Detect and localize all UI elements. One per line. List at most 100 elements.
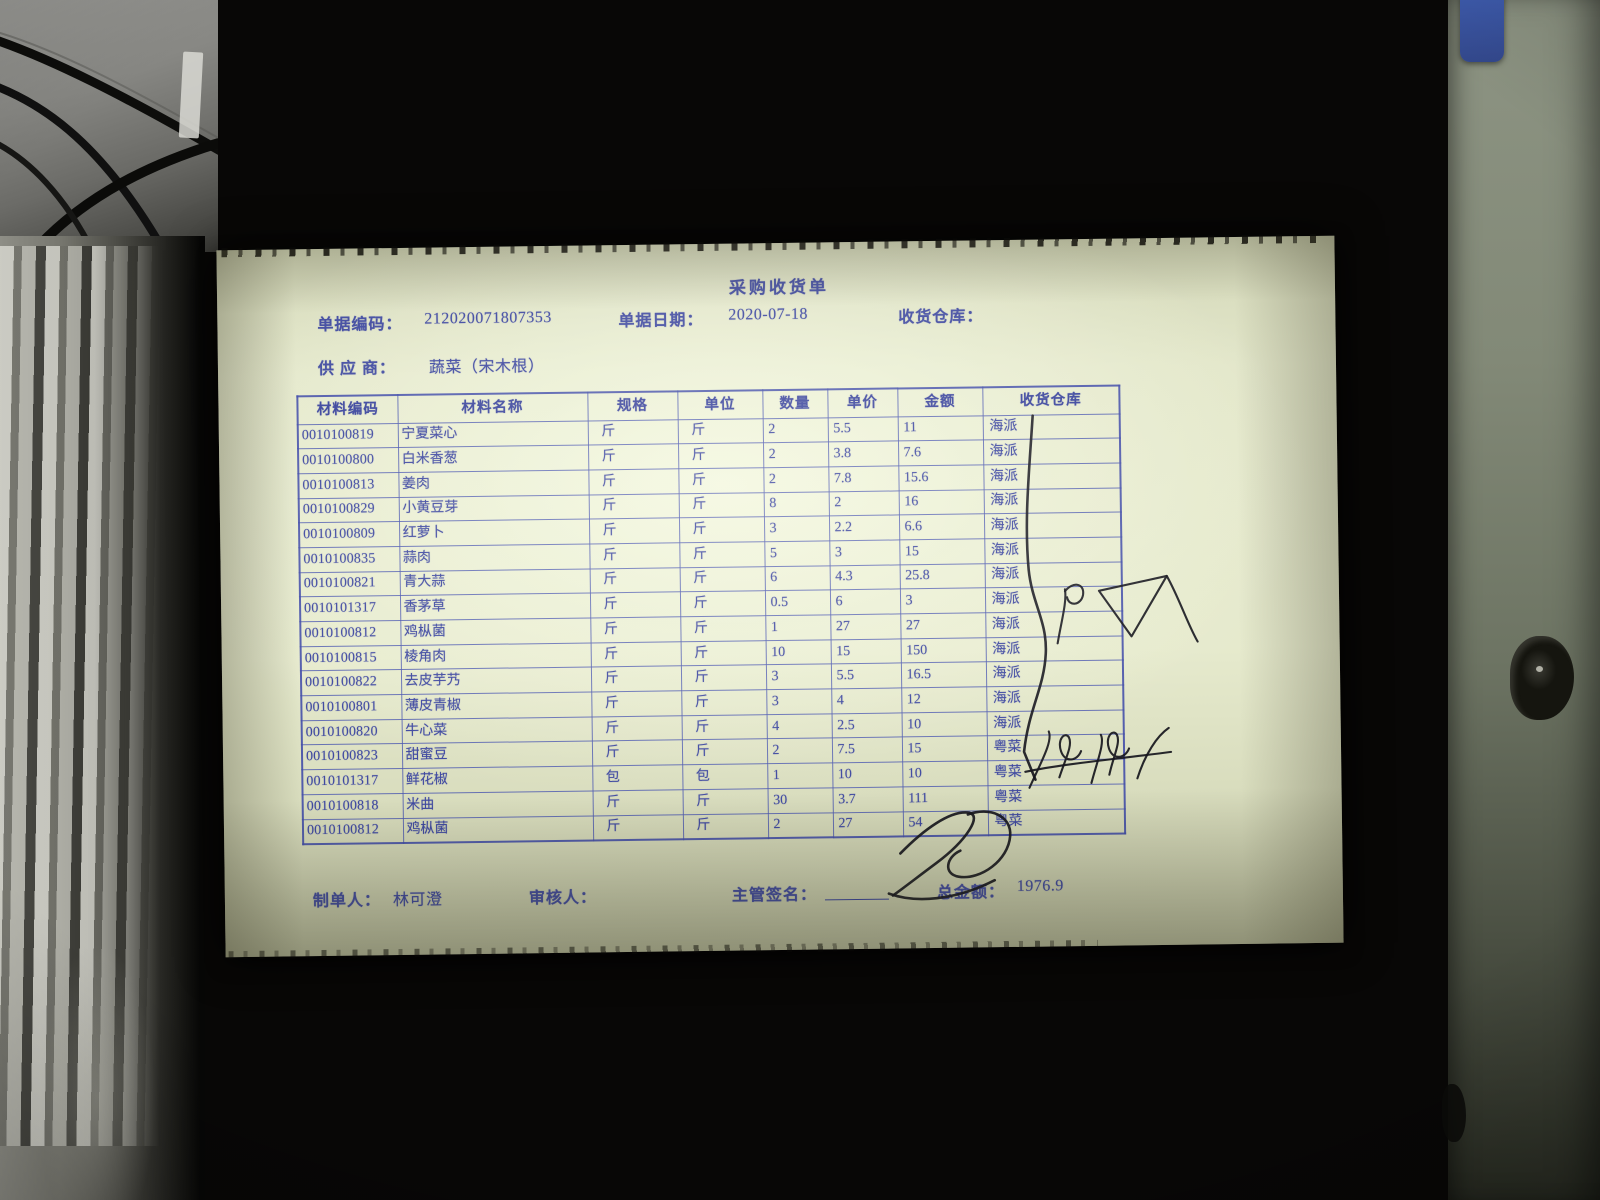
table-cell: 16 (898, 489, 984, 516)
table-cell: 斤 (681, 739, 768, 765)
table-cell: 12 (901, 686, 987, 713)
table-cell: 斤 (589, 542, 680, 569)
blue-object (1460, 0, 1504, 62)
table-cell: 斤 (592, 789, 683, 816)
handwritten-arrow-tail (1165, 574, 1199, 643)
table-cell: 10 (901, 711, 987, 738)
table-cell: 6 (764, 565, 830, 592)
table-cell: 27 (900, 612, 986, 639)
table-cell: 5.5 (830, 663, 902, 689)
table-cell: 宁夏菜心 (397, 420, 589, 448)
table-cell: 0.5 (764, 590, 831, 616)
table-cell: 0010100819 (297, 422, 399, 449)
table-cell: 鲜花椒 (402, 766, 593, 794)
table-cell: 3 (899, 588, 986, 614)
table-cell: 海派 (986, 709, 1124, 737)
column-header: 数量 (762, 389, 828, 419)
table-cell: 斤 (681, 714, 767, 741)
table-cell: 海派 (986, 685, 1124, 712)
table-cell: 0010100812 (300, 620, 401, 647)
table-cell: 牛心菜 (401, 716, 592, 744)
table-cell: 斤 (588, 444, 679, 470)
table-cell: 海派 (983, 462, 1121, 490)
table-cell: 2 (762, 417, 828, 443)
table-cell: 7.8 (828, 465, 899, 492)
table-cell: 10 (765, 639, 831, 666)
table-cell: 斤 (682, 788, 768, 815)
table-cell: 海派 (983, 487, 1121, 515)
table-cell: 白米香葱 (398, 445, 589, 473)
table-cell: 3 (763, 516, 830, 542)
warehouse-label: 收货仓库： (898, 308, 984, 327)
table-cell: 2 (766, 738, 833, 764)
column-header: 规格 (587, 391, 678, 421)
table-cell: 斤 (590, 641, 681, 668)
table-cell: 150 (900, 637, 986, 664)
table-cell: 薄皮青椒 (401, 692, 592, 720)
table-cell: 粤菜 (987, 759, 1125, 786)
table-cell: 0010100815 (300, 645, 401, 672)
table-cell: 27 (832, 811, 904, 838)
table-cell: 27 (830, 613, 901, 640)
table-cell: 斤 (677, 418, 763, 445)
table-cell: 8 (763, 491, 829, 517)
table-cell: 5 (764, 540, 830, 567)
table-cell: 0010100820 (301, 719, 402, 746)
table-cell: 10 (902, 760, 988, 787)
table-cell: 甜蜜豆 (401, 741, 593, 769)
table-cell: 1 (765, 614, 831, 641)
doc-title: 采购收货单 (728, 277, 830, 298)
table-cell: 3 (829, 539, 900, 566)
table-cell: 2 (828, 490, 899, 517)
table-cell: 30 (767, 787, 833, 814)
table-cell: 斤 (680, 665, 767, 691)
table-cell: 4.3 (829, 564, 900, 591)
table-cell: 0010100829 (298, 497, 399, 524)
table-cell: 斤 (679, 541, 765, 568)
doc-no-value: 212020071807353 (424, 308, 552, 328)
table-cell: 0010100823 (301, 743, 403, 770)
table-cell: 54 (902, 810, 989, 837)
table-cell: 粤菜 (987, 808, 1126, 835)
table-cell: 15 (899, 538, 985, 565)
table-cell: 2 (763, 466, 829, 493)
table-cell: 2.2 (828, 515, 900, 541)
column-header: 单价 (827, 388, 898, 418)
table-cell: 鸡枞菌 (400, 617, 591, 646)
table-cell: 0010100835 (299, 546, 400, 573)
table-cell: 2 (767, 812, 834, 838)
table-cell: 4 (766, 713, 832, 740)
table-cell: 0010100809 (298, 521, 400, 548)
table-cell: 米曲 (402, 790, 593, 818)
table-cell: 3.8 (827, 441, 899, 467)
table-cell: 斤 (679, 591, 766, 617)
table-cell: 斤 (590, 666, 682, 693)
blob-highlight (1536, 666, 1543, 672)
table-body: 0010100819 宁夏菜心斤斤 2 5.5 11 海派 0010100800 白米香葱斤斤… (297, 413, 1126, 844)
table-cell: 15 (830, 638, 901, 665)
table-cell: 3 (766, 688, 832, 715)
table-cell: 斤 (677, 442, 764, 469)
shelf-left (0, 236, 205, 1200)
doc-no-label: 单据编码： (317, 315, 403, 335)
table-cell: 斤 (589, 567, 680, 594)
table-cell: 海派 (983, 512, 1122, 539)
table-cell: 包 (592, 764, 683, 791)
table-cell: 10 (832, 762, 903, 788)
dark-mark (1442, 1084, 1466, 1142)
table-cell: 斤 (678, 492, 764, 519)
table-cell: 7.6 (897, 440, 984, 466)
column-header: 单位 (677, 390, 763, 420)
table-cell: 斤 (587, 419, 678, 446)
table-cell: 斤 (590, 616, 681, 643)
torn-edge-top (221, 233, 1327, 258)
table-cell: 0010101317 (299, 595, 401, 622)
table-cell: 海派 (982, 413, 1120, 441)
table-cell: 3.7 (832, 786, 903, 813)
table-cell: 斤 (678, 467, 764, 494)
machine-top-surface (0, 0, 218, 252)
table-cell: 斤 (588, 468, 679, 495)
table-cell: 0010100813 (298, 472, 399, 499)
table-cell: 6 (829, 589, 901, 615)
reviewer-label: 审核人： (528, 889, 598, 908)
